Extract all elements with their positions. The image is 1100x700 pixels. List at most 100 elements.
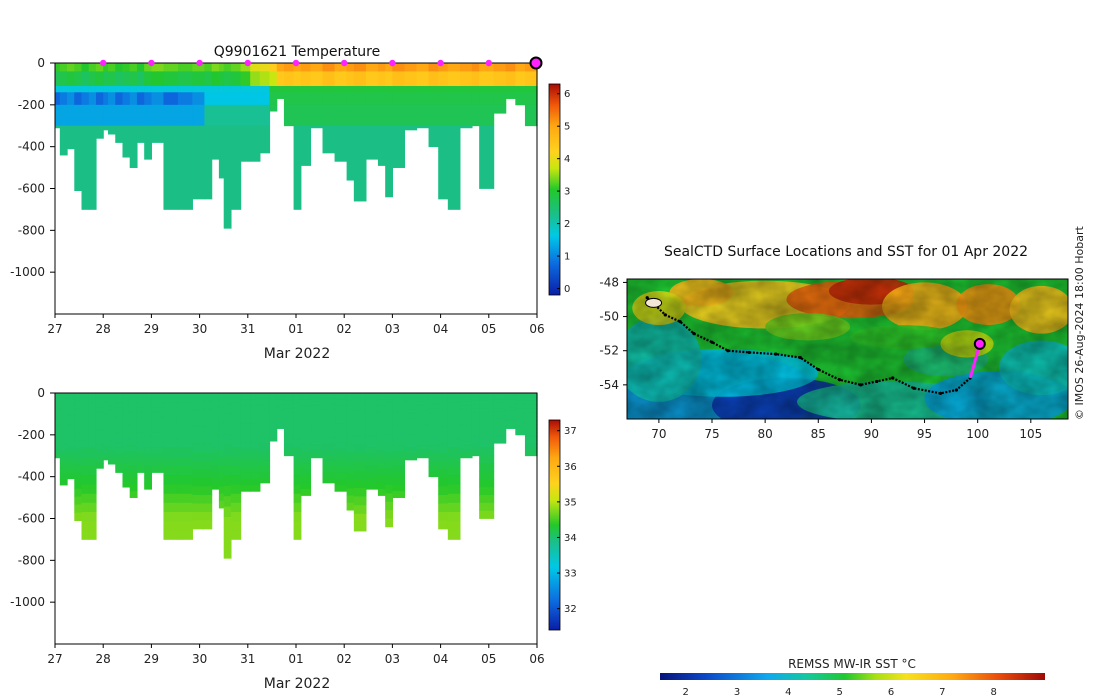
temperature-profile <box>493 63 507 114</box>
salinity-cell <box>322 449 336 456</box>
salinity-cell <box>300 405 312 413</box>
temperature-cell <box>479 104 495 127</box>
x-tick-label: 04 <box>433 652 448 666</box>
temperature-cell <box>259 104 271 127</box>
temperature-cell <box>211 63 220 72</box>
salinity-cell <box>515 393 526 397</box>
salinity-cell <box>122 469 131 476</box>
salinity-cell <box>218 493 225 502</box>
temperature-cell <box>108 104 116 127</box>
salinity-cell <box>95 458 104 464</box>
salinity-profile <box>177 393 193 540</box>
salinity-cell <box>493 405 507 410</box>
salinity-cell <box>59 450 68 457</box>
temperature-profile <box>479 63 495 189</box>
temperature-cell <box>334 63 348 72</box>
salinity-cell <box>392 406 406 414</box>
temperature-cell <box>459 71 473 87</box>
surface-position-marker <box>292 59 300 67</box>
salinity-cell <box>276 393 285 396</box>
salinity-cell <box>377 476 386 484</box>
salinity-cell <box>103 413 109 419</box>
salinity-cell <box>163 502 179 513</box>
salinity-cell <box>471 393 480 398</box>
surface-position-marker <box>437 59 444 67</box>
salinity-cell <box>240 436 251 443</box>
salinity-cell <box>404 443 418 448</box>
salinity-cell <box>428 419 439 425</box>
salinity-cell <box>428 398 439 404</box>
salinity-cell <box>88 429 97 440</box>
salinity-cell <box>192 452 206 462</box>
track-point <box>875 379 879 384</box>
salinity-cell <box>108 428 116 434</box>
salinity-cell <box>103 401 109 406</box>
salinity-cell <box>129 458 138 466</box>
surface-position-marker <box>196 59 203 67</box>
salinity-cell <box>322 454 336 461</box>
temperature-cell <box>129 125 138 168</box>
salinity-cell <box>515 432 526 436</box>
salinity-cell <box>144 465 152 472</box>
salinity-cell <box>240 405 251 412</box>
temperature-cell <box>74 86 83 93</box>
salinity-cell <box>459 409 473 414</box>
temperature-cell <box>218 71 225 87</box>
temperature-profile <box>404 63 418 131</box>
temperature-cell <box>108 125 116 135</box>
salinity-cell <box>177 521 193 531</box>
salinity-cell <box>240 460 251 468</box>
salinity-cell <box>479 393 495 402</box>
salinity-cell <box>204 469 213 479</box>
salinity-cell <box>59 462 68 469</box>
salinity-cell <box>392 471 406 479</box>
salinity-cell <box>416 437 430 443</box>
temperature-cell <box>211 92 220 106</box>
salinity-cell <box>300 425 312 432</box>
salinity-cell <box>250 417 261 425</box>
salinity-cell <box>283 447 295 453</box>
salinity-cell <box>74 464 83 474</box>
temperature-cell <box>459 63 473 72</box>
salinity-cell <box>136 432 145 439</box>
temperature-cell <box>151 92 165 106</box>
temperature-profile <box>223 63 232 229</box>
salinity-cell <box>88 447 97 458</box>
salinity-cell <box>447 521 461 531</box>
temperature-cell <box>55 104 61 127</box>
temperature-colorbar <box>548 83 561 296</box>
salinity-cell <box>377 399 386 407</box>
salinity-cell <box>136 437 145 444</box>
salinity-cell <box>377 457 386 464</box>
salinity-cell <box>269 420 278 424</box>
salinity-cell <box>346 393 355 401</box>
salinity-cell <box>59 393 68 400</box>
salinity-cell <box>223 475 232 487</box>
salinity-cell <box>192 409 206 419</box>
salinity-cell <box>322 477 336 484</box>
salinity-cell <box>283 428 295 433</box>
salinity-cell <box>493 418 507 422</box>
salinity-cell <box>192 393 206 402</box>
salinity-cell <box>346 451 355 460</box>
salinity-cell <box>211 471 220 478</box>
salinity-cell <box>283 396 295 402</box>
salinity-cell <box>204 477 213 487</box>
temperature-profile <box>95 63 104 139</box>
temperature-cell <box>204 71 213 87</box>
salinity-cell <box>122 451 131 459</box>
salinity-cell <box>103 447 109 452</box>
salinity-cell <box>250 423 261 431</box>
salinity-cell <box>218 428 225 437</box>
salinity-cell <box>67 451 75 458</box>
salinity-cell <box>283 436 295 441</box>
salinity-cell <box>293 447 302 458</box>
temperature-cell <box>479 92 495 106</box>
temperature-cell <box>385 86 393 93</box>
salinity-cell <box>346 414 355 423</box>
temperature-profile <box>55 63 61 129</box>
salinity-cell <box>223 496 232 508</box>
salinity-cell <box>250 460 261 468</box>
x-tick-label: 29 <box>144 652 159 666</box>
salinity-cell <box>108 446 116 452</box>
